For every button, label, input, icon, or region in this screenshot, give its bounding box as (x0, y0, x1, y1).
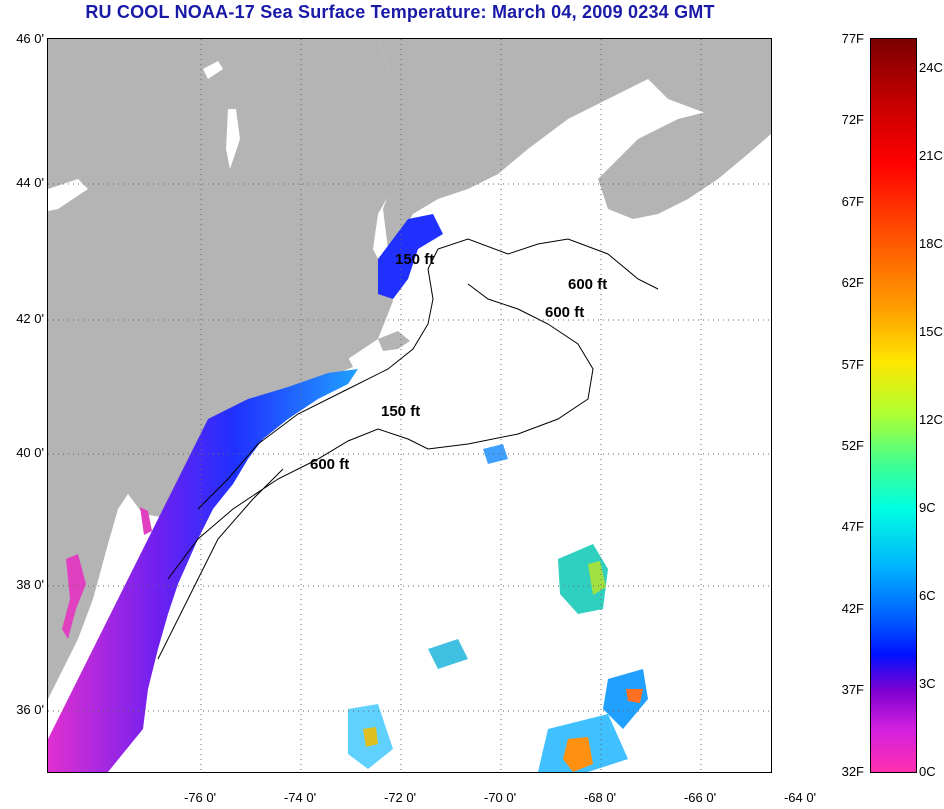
colorbar-c-label: 0C (919, 764, 936, 779)
contour-label-1: 150 ft (395, 251, 434, 268)
colorbar-c-label: 24C (919, 60, 943, 75)
colorbar-f-label: 67F (841, 194, 864, 209)
lon-label: -72 0' (383, 790, 417, 805)
land-long-island (243, 357, 353, 397)
bay-delaware (140, 507, 152, 535)
lon-label: -70 0' (483, 790, 517, 805)
lon-label: -66 0' (683, 790, 717, 805)
map-canvas: 150 ft 600 ft 600 ft 150 ft 600 ft (48, 39, 771, 772)
lon-label: -74 0' (283, 790, 317, 805)
land-nova-scotia (598, 99, 771, 219)
bay-chesapeake (62, 554, 86, 639)
colorbar-f-label: 42F (841, 601, 864, 616)
lon-label: -76 0' (183, 790, 217, 805)
contour-label-4: 150 ft (381, 403, 420, 420)
colorbar-c-label: 12C (919, 412, 943, 427)
colorbar-c-label: 6C (919, 588, 936, 603)
contour-label-5: 600 ft (310, 456, 349, 473)
land-us-coast (48, 39, 408, 699)
lon-label: -68 0' (583, 790, 617, 805)
sst-offshore-patches (348, 444, 648, 772)
colorbar-f-label: 37F (841, 682, 864, 697)
lat-label: 42 0' (16, 311, 44, 326)
colorbar-f-label: 47F (841, 519, 864, 534)
colorbar-c-label: 18C (919, 236, 943, 251)
temperature-colorbar (870, 38, 917, 773)
colorbar-c-label: 9C (919, 500, 936, 515)
lake-1 (203, 61, 223, 79)
lake-3 (48, 179, 88, 211)
lat-label: 40 0' (16, 445, 44, 460)
colorbar-c-label: 3C (919, 676, 936, 691)
map-title: RU COOL NOAA-17 Sea Surface Temperature:… (85, 2, 715, 22)
colorbar-c-label: 21C (919, 148, 943, 163)
colorbar-f-label: 62F (841, 275, 864, 290)
lake-2 (226, 109, 240, 169)
lat-label: 44 0' (16, 175, 44, 190)
lat-label: 36 0' (16, 702, 44, 717)
colorbar-c-label: 15C (919, 324, 943, 339)
sst-gulf-maine-patch (378, 214, 443, 299)
colorbar-f-label: 57F (841, 357, 864, 372)
sst-coastal-band (48, 369, 358, 772)
colorbar-f-label: 32F (841, 764, 864, 779)
bathymetry-contours (157, 238, 659, 660)
contour-label-2: 600 ft (568, 276, 607, 293)
contour-label-3: 600 ft (545, 304, 584, 321)
colorbar-f-label: 77F (841, 31, 864, 46)
lat-label: 38 0' (16, 577, 44, 592)
colorbar-f-label: 52F (841, 438, 864, 453)
land-maine (378, 39, 771, 299)
graticule (48, 39, 771, 772)
land-cape-cod (378, 331, 410, 351)
sst-map: 150 ft 600 ft 600 ft 150 ft 600 ft (47, 38, 772, 773)
lon-label: -64 0' (783, 790, 817, 805)
lat-label: 46 0' (16, 31, 44, 46)
colorbar-f-label: 72F (841, 112, 864, 127)
